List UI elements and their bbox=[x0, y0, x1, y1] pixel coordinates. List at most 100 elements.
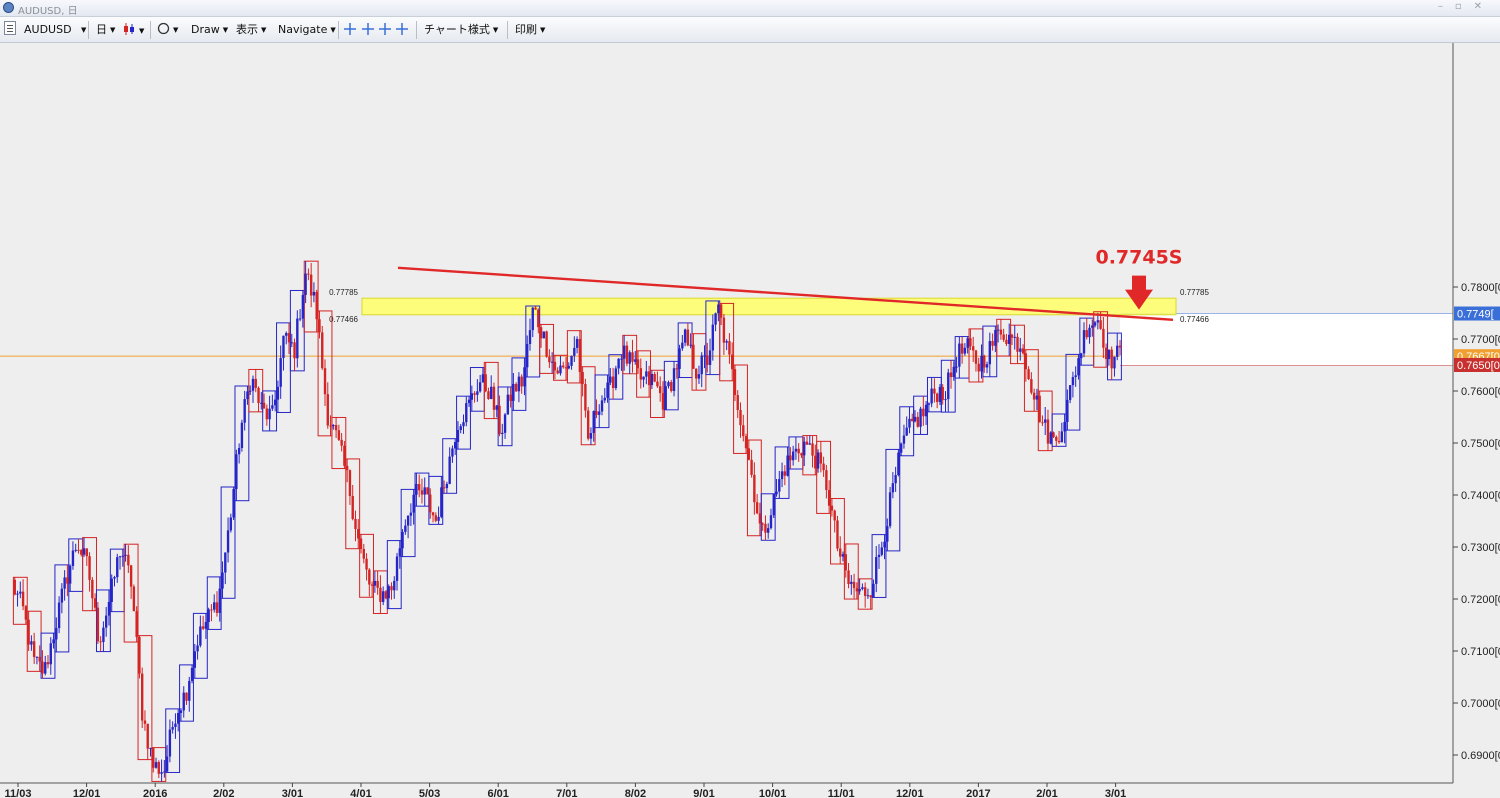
crosshair-tool-3[interactable] bbox=[379, 22, 391, 38]
candle-body bbox=[852, 581, 856, 589]
candle-body bbox=[819, 452, 823, 464]
weekly-range-box bbox=[843, 543, 859, 600]
candle-body bbox=[722, 317, 726, 343]
candle-body bbox=[257, 387, 260, 404]
candle-body bbox=[401, 531, 404, 549]
time-axis: 11/03 12/01 2016 2/02 3/01 4/01 5/03 6/01 7/01 8/… bbox=[5, 783, 1126, 798]
crosshair-tool-4[interactable] bbox=[396, 22, 408, 38]
candle-body bbox=[262, 402, 266, 409]
candle-body bbox=[894, 475, 897, 484]
weekly-range-box bbox=[123, 543, 139, 643]
time-tick-label: 12/01 bbox=[896, 788, 924, 798]
price-tick-label: 0.6900[0 bbox=[1461, 750, 1500, 762]
candle-body bbox=[484, 374, 487, 392]
candle-body bbox=[822, 463, 825, 471]
price-band-fill bbox=[1120, 313, 1453, 365]
candle-body bbox=[165, 756, 169, 772]
candle-body bbox=[348, 470, 352, 496]
candle-body bbox=[182, 692, 185, 711]
weekly-range-box bbox=[400, 488, 416, 558]
candle-body bbox=[711, 324, 715, 351]
candle-body bbox=[908, 418, 911, 428]
candle-body bbox=[301, 294, 305, 319]
window-controls[interactable]: –▫✕ bbox=[1437, 1, 1494, 12]
time-tick-label: 2016 bbox=[143, 788, 167, 798]
crosshair-icon bbox=[362, 23, 374, 35]
candle-body bbox=[947, 372, 950, 400]
candle-body bbox=[805, 441, 809, 445]
weekly-range-box bbox=[95, 589, 111, 653]
candle-body bbox=[1110, 349, 1113, 369]
candle-body bbox=[44, 662, 47, 674]
candle-body bbox=[678, 348, 681, 369]
candle-body bbox=[246, 391, 249, 400]
timeframe-selector[interactable]: 日 ▼ bbox=[96, 22, 115, 38]
symbol-list-icon[interactable] bbox=[4, 21, 16, 35]
candle-body bbox=[816, 452, 820, 469]
candle-body bbox=[1099, 320, 1102, 329]
candle-body bbox=[215, 602, 219, 613]
candle-body bbox=[731, 354, 734, 370]
candle-body bbox=[329, 425, 332, 427]
candle-body bbox=[226, 530, 230, 553]
candle-body bbox=[966, 338, 969, 348]
candle-body bbox=[1085, 330, 1088, 338]
candle-body bbox=[38, 656, 41, 662]
view-menu[interactable]: 表示 ▼ bbox=[236, 22, 266, 38]
crosshair-tool-1[interactable] bbox=[344, 22, 356, 38]
shape-tool[interactable]: ▼ bbox=[157, 22, 178, 38]
candle-body bbox=[1091, 325, 1094, 328]
candle-body bbox=[664, 386, 667, 410]
candle-body bbox=[1104, 347, 1108, 360]
candle-body bbox=[589, 433, 593, 439]
separator bbox=[150, 21, 151, 39]
crosshair-tool-2[interactable] bbox=[362, 22, 374, 38]
candle-body bbox=[755, 502, 759, 514]
chart-type-selector[interactable]: ▼ bbox=[122, 22, 144, 38]
candle-body bbox=[980, 355, 983, 372]
symbol-dropdown-icon[interactable]: ▼ bbox=[81, 26, 87, 34]
candle-body bbox=[875, 557, 878, 584]
candle-body bbox=[769, 515, 773, 529]
candle-body bbox=[791, 451, 795, 461]
candle-body bbox=[1107, 349, 1111, 360]
candle-body bbox=[46, 662, 50, 665]
chevron-down-icon: ▼ bbox=[173, 26, 179, 34]
candle-body bbox=[625, 345, 629, 364]
candle-body bbox=[260, 402, 263, 404]
candle-body bbox=[611, 376, 615, 389]
candle-body bbox=[539, 327, 543, 339]
weekly-range-box bbox=[594, 374, 610, 429]
time-tick-label: 4/01 bbox=[350, 788, 371, 798]
candle-body bbox=[927, 403, 931, 405]
weekly-range-box bbox=[816, 440, 832, 514]
zone-upper-label: 0.77785 bbox=[329, 288, 358, 297]
price-chart[interactable]: 0.77785 0.77466 0.77785 0.77466 0.7745S 0.7… bbox=[0, 43, 1500, 798]
candle-body bbox=[390, 586, 393, 591]
candle-body bbox=[110, 578, 113, 603]
weekly-range-box bbox=[220, 486, 236, 599]
candle-body bbox=[481, 374, 485, 383]
candle-body bbox=[1005, 339, 1008, 344]
candle-body bbox=[440, 487, 443, 517]
price-tick-label: 0.7200[0 bbox=[1461, 594, 1500, 606]
price-tick-label: 0.7000[0 bbox=[1461, 698, 1500, 710]
candle-body bbox=[952, 366, 955, 378]
candle-body bbox=[16, 593, 19, 595]
candle-body bbox=[193, 651, 197, 668]
candle-body bbox=[750, 459, 753, 475]
navigate-menu[interactable]: Navigate ▼ bbox=[278, 22, 336, 38]
candle-body bbox=[869, 595, 872, 598]
candle-body bbox=[495, 405, 498, 410]
candle-body bbox=[74, 549, 77, 551]
print-menu[interactable]: 印刷 ▼ bbox=[515, 22, 545, 38]
weekly-range-box bbox=[234, 385, 250, 502]
symbol-selector[interactable]: AUDUSD bbox=[24, 22, 72, 38]
candle-body bbox=[437, 516, 440, 521]
candle-body bbox=[883, 541, 886, 548]
candle-body bbox=[445, 483, 449, 489]
weekly-range-box bbox=[774, 446, 790, 499]
chart-style-menu[interactable]: チャート様式 ▼ bbox=[424, 22, 498, 38]
candle-body bbox=[1080, 353, 1083, 359]
draw-menu[interactable]: Draw ▼ bbox=[191, 22, 228, 38]
